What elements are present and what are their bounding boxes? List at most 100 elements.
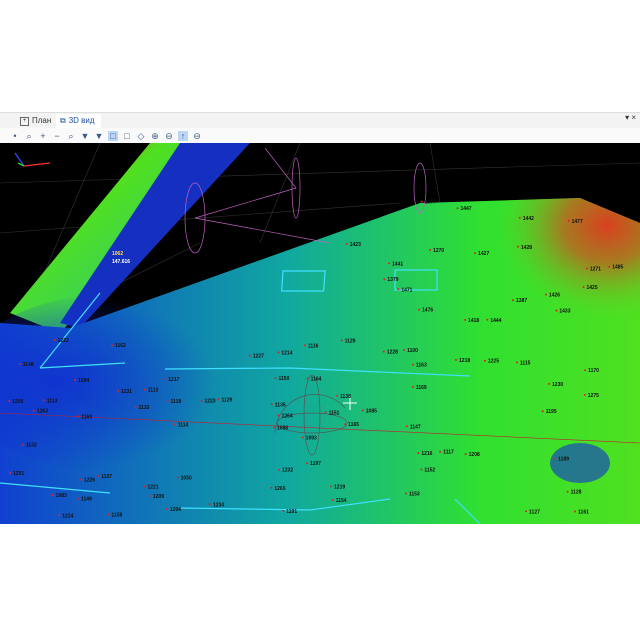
tab-plan[interactable]: + План (16, 114, 57, 128)
point-marker[interactable] (583, 393, 586, 396)
point-marker[interactable] (518, 216, 521, 219)
point-marker[interactable] (306, 377, 309, 380)
point-marker[interactable] (420, 200, 423, 203)
point-marker[interactable] (277, 351, 280, 354)
point-marker[interactable] (340, 339, 343, 342)
select-add-icon[interactable]: □ (124, 130, 130, 141)
pointer-icon[interactable]: ↑ (178, 130, 188, 141)
zoom-extent-icon[interactable]: ⌕ (26, 130, 32, 141)
point-marker[interactable] (404, 492, 407, 495)
point-marker[interactable] (403, 348, 406, 351)
point-marker[interactable] (58, 514, 61, 517)
point-marker[interactable] (200, 399, 203, 402)
point-marker[interactable] (383, 278, 386, 281)
point-marker[interactable] (282, 510, 285, 513)
point-marker[interactable] (173, 423, 176, 426)
section-v-icon[interactable]: ⊖ (165, 130, 173, 141)
point-marker[interactable] (165, 508, 168, 511)
point-marker[interactable] (306, 462, 309, 465)
point-marker[interactable] (516, 245, 519, 248)
section-h-icon[interactable]: ⊕ (151, 130, 159, 141)
point-marker[interactable] (51, 494, 54, 497)
point-marker[interactable] (9, 471, 12, 474)
point-marker[interactable] (515, 361, 518, 364)
point-marker[interactable] (411, 385, 414, 388)
point-marker[interactable] (77, 415, 80, 418)
point-marker[interactable] (148, 495, 151, 498)
select-rect-icon[interactable]: □ (108, 130, 118, 141)
point-marker[interactable] (42, 399, 45, 402)
point-marker[interactable] (270, 486, 273, 489)
filter-icon[interactable]: ▼ (80, 130, 90, 141)
point-marker[interactable] (143, 485, 146, 488)
point-marker[interactable] (97, 474, 100, 477)
point-marker[interactable] (303, 344, 306, 347)
point-marker[interactable] (486, 318, 489, 321)
point-marker[interactable] (248, 354, 251, 357)
point-marker[interactable] (574, 510, 577, 513)
point-marker[interactable] (21, 443, 24, 446)
point-marker[interactable] (474, 252, 477, 255)
zoom-in-icon[interactable]: + (40, 130, 46, 141)
point-marker[interactable] (344, 423, 347, 426)
point-marker[interactable] (382, 350, 385, 353)
window-controls[interactable]: ▾ × (625, 113, 636, 122)
point-marker[interactable] (330, 485, 333, 488)
point-marker[interactable] (209, 503, 212, 506)
point-marker[interactable] (555, 309, 558, 312)
point-marker[interactable] (117, 390, 120, 393)
point-marker[interactable] (525, 510, 528, 513)
3d-viewport[interactable]: 1062 147.616 1093 1094 1086 1083 1085 1050 110… (0, 143, 640, 524)
point-marker[interactable] (270, 403, 273, 406)
point-marker[interactable] (217, 398, 220, 401)
point-marker[interactable] (324, 411, 327, 414)
point-marker[interactable] (77, 497, 80, 500)
zoom-out-icon[interactable]: − (54, 130, 60, 141)
point-marker[interactable] (584, 369, 587, 372)
point-marker[interactable] (411, 363, 414, 366)
point-marker[interactable] (429, 248, 432, 251)
point-marker[interactable] (541, 410, 544, 413)
point-marker[interactable] (79, 478, 82, 481)
point-marker[interactable] (388, 262, 391, 265)
point-marker[interactable] (345, 243, 348, 246)
select-poly-icon[interactable]: ◇ (137, 130, 145, 141)
point-marker[interactable] (361, 409, 364, 412)
point-marker[interactable] (582, 286, 585, 289)
point-icon[interactable]: • (13, 130, 17, 141)
point-marker[interactable] (554, 457, 557, 460)
point-marker[interactable] (585, 267, 588, 270)
point-marker[interactable] (464, 318, 467, 321)
point-marker[interactable] (32, 409, 35, 412)
section-off-icon[interactable]: ⊖ (193, 130, 201, 141)
point-marker[interactable] (439, 450, 442, 453)
point-marker[interactable] (397, 288, 400, 291)
point-marker[interactable] (18, 362, 21, 365)
tab-3d-view[interactable]: ⧉ 3D вид (56, 114, 101, 128)
point-marker[interactable] (455, 358, 458, 361)
3d-scene[interactable]: 1062 147.616 1093 1094 1086 1083 1085 1050 110… (0, 143, 640, 524)
point-marker[interactable] (483, 359, 486, 362)
point-marker[interactable] (274, 377, 277, 380)
point-marker[interactable] (8, 400, 11, 403)
point-marker[interactable] (273, 426, 276, 429)
zoom-window-icon[interactable]: ⌕ (68, 130, 74, 141)
point-marker[interactable] (456, 207, 459, 210)
point-marker[interactable] (418, 308, 421, 311)
point-marker[interactable] (110, 344, 113, 347)
point-marker[interactable] (548, 382, 551, 385)
point-marker[interactable] (107, 513, 110, 516)
point-marker[interactable] (566, 490, 569, 493)
point-marker[interactable] (74, 379, 77, 382)
point-marker[interactable] (164, 377, 167, 380)
point-marker[interactable] (277, 414, 280, 417)
point-marker[interactable] (301, 436, 304, 439)
point-marker[interactable] (420, 468, 423, 471)
point-marker[interactable] (512, 299, 515, 302)
point-marker[interactable] (336, 394, 339, 397)
filter-edit-icon[interactable]: ▼ (94, 130, 104, 141)
point-marker[interactable] (608, 265, 611, 268)
point-marker[interactable] (176, 476, 179, 479)
point-marker[interactable] (278, 468, 281, 471)
point-marker[interactable] (405, 425, 408, 428)
